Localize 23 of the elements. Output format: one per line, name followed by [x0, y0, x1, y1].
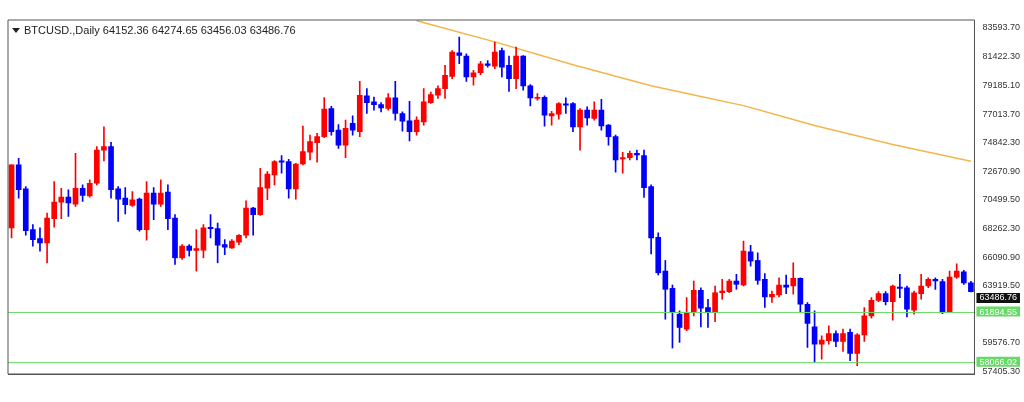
chart-title: BTCUSD.,Daily 64152.36 64274.65 63456.03 63486.76	[24, 24, 296, 36]
y-tick-label: 68262.30	[982, 223, 1021, 234]
y-tick-label: 72670.90	[982, 165, 1021, 176]
y-tick-label: 83593.70	[982, 22, 1021, 33]
y-tick-label: 74842.30	[982, 137, 1021, 148]
candlestick	[58, 187, 65, 219]
candlestick	[456, 36, 463, 65]
candlestick	[101, 126, 107, 162]
candlestick	[790, 262, 797, 295]
ref-line-label: 61894.55	[979, 306, 1018, 317]
y-tick-label: 63919.50	[982, 280, 1021, 291]
y-tick-label: 77013.70	[982, 108, 1021, 119]
y-tick-label: 57405.30	[982, 365, 1021, 376]
y-tick-label: 81422.30	[982, 50, 1021, 61]
y-tick-label: 66090.90	[982, 251, 1021, 262]
candlestick	[193, 229, 200, 272]
y-tick-label: 70499.50	[982, 194, 1021, 205]
y-tick-label: 59576.70	[982, 337, 1021, 348]
candlestick	[250, 207, 256, 236]
ref-line-label: 58066.02	[979, 357, 1018, 368]
y-tick-label: 79185.10	[982, 80, 1021, 91]
candlestick	[221, 239, 228, 255]
text: 63486.76	[979, 292, 1018, 303]
